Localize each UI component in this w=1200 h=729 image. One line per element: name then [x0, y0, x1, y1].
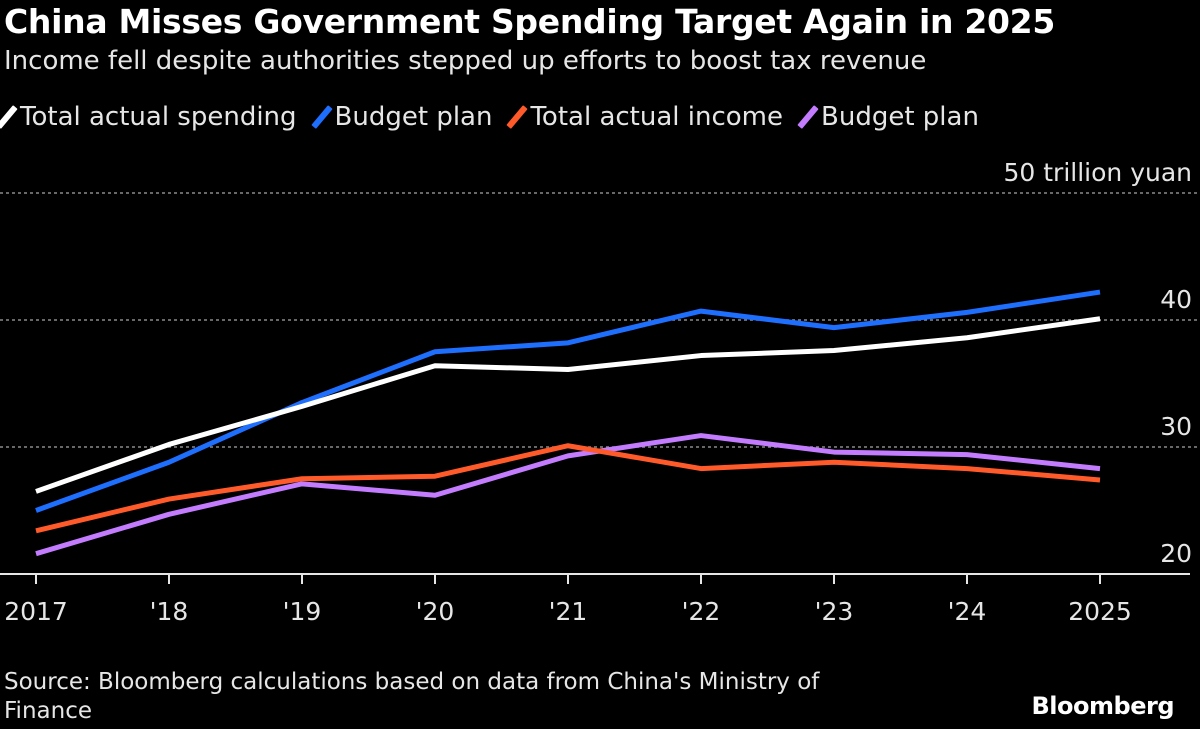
x-tick-label: '18 — [150, 597, 189, 626]
chart-title: China Misses Government Spending Target … — [4, 2, 1055, 41]
source-note: Source: Bloomberg calculations based on … — [4, 669, 820, 724]
legend: Total actual spending Budget plan Total ac… — [0, 102, 979, 132]
legend-label: Budget plan — [821, 102, 979, 132]
legend-label: Total actual income — [530, 102, 784, 132]
x-tick-label: 2025 — [1068, 597, 1132, 626]
legend-item: Budget plan — [797, 102, 979, 132]
y-tick-label: 40 — [1160, 285, 1192, 314]
bloomberg-logo: Bloomberg — [1031, 692, 1175, 720]
chart-subtitle: Income fell despite authorities stepped … — [4, 46, 927, 76]
line-chart: 20 30 40 50 trillion yuan 2017 '18 '19 '20 '21 '2… — [0, 158, 1200, 626]
legend-label: Budget plan — [334, 102, 493, 132]
x-tick-label: '20 — [416, 597, 455, 626]
legend-item: Total actual income — [506, 102, 784, 132]
x-tick-label: '19 — [283, 597, 322, 626]
y-tick-label: 50 trillion yuan — [1003, 158, 1192, 187]
x-tick-label: '22 — [682, 597, 721, 626]
series-line — [35, 316, 1101, 494]
x-tick-label: '24 — [948, 597, 987, 626]
y-tick-label: 20 — [1160, 539, 1192, 568]
x-tick-label: 2017 — [4, 597, 68, 626]
legend-item: Total actual spending — [0, 102, 297, 132]
legend-label: Total actual spending — [20, 102, 297, 132]
series-line — [35, 433, 1101, 557]
series-line — [35, 443, 1101, 534]
legend-item: Budget plan — [310, 102, 493, 132]
y-tick-label: 30 — [1160, 412, 1192, 441]
x-tick-label: '21 — [549, 597, 588, 626]
series-line — [35, 289, 1101, 513]
x-tick-label: '23 — [815, 597, 854, 626]
